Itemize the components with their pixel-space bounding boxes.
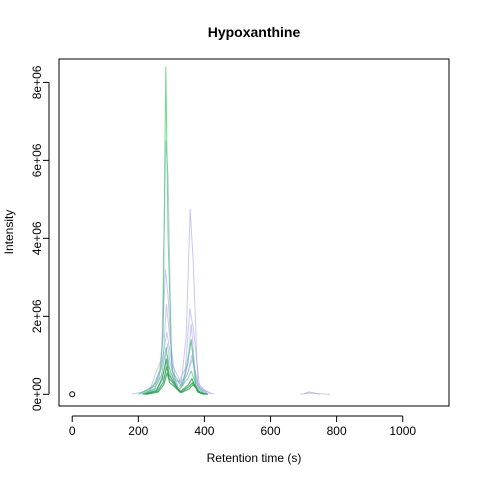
series-line-10 [141, 347, 205, 395]
series-layer [69, 66, 331, 398]
y-axis: 0e+00 2e+06 4e+06 6e+06 8e+06 [30, 65, 50, 411]
chart-title: Hypoxanthine [208, 24, 301, 40]
series-line-13 [146, 372, 208, 395]
x-tick-label: 800 [327, 424, 347, 438]
y-tick-label: 4e+06 [30, 221, 44, 255]
series-line-9 [138, 66, 205, 395]
y-tick-label: 2e+06 [30, 299, 44, 333]
x-tick-label: 1000 [389, 424, 416, 438]
origin-marker-point [69, 391, 76, 398]
x-tick-label: 600 [261, 424, 281, 438]
y-tick-label: 0e+00 [30, 377, 44, 411]
x-tick-label: 200 [128, 424, 148, 438]
x-axis: 0 200 400 600 800 1000 [69, 415, 416, 438]
y-tick-label: 8e+06 [30, 65, 44, 99]
x-axis-label: Retention time (s) [207, 451, 302, 465]
series-line-8 [300, 392, 331, 395]
plot-frame [58, 58, 450, 407]
y-axis-label: Intensity [2, 210, 16, 255]
x-tick-label: 400 [194, 424, 214, 438]
y-tick-label: 6e+06 [30, 143, 44, 177]
x-tick-label: 0 [69, 424, 76, 438]
